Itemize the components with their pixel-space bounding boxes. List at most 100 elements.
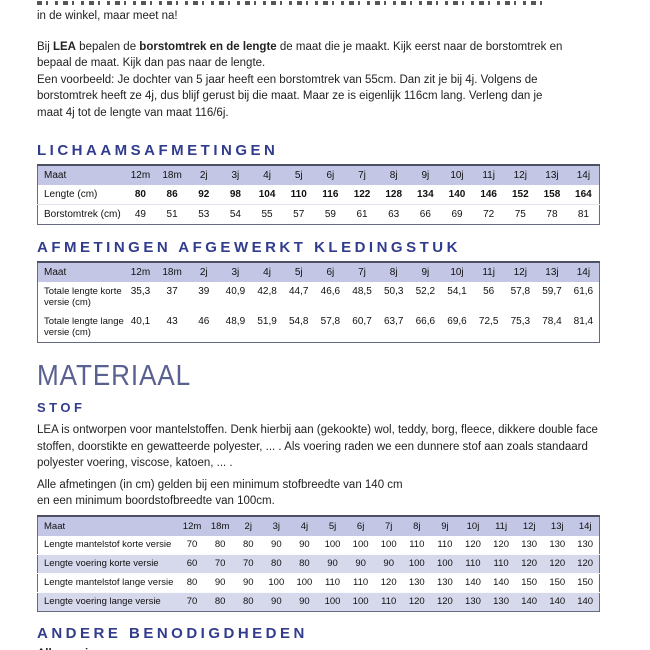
value-cell: 81,4 xyxy=(573,316,594,327)
value-cell: 128 xyxy=(385,189,403,200)
value-cell: 90 xyxy=(346,553,375,573)
value-cell: 130 xyxy=(487,591,516,611)
value-cell: 54,8 xyxy=(288,316,309,327)
column-header-size: 11j xyxy=(482,170,495,181)
value-cell: 110 xyxy=(487,553,516,573)
column-header-size: 10j xyxy=(466,520,480,532)
value-cell: 130 xyxy=(402,572,431,592)
value-cell: 164 xyxy=(575,189,592,200)
value-cell: 140 xyxy=(458,572,488,592)
value-cell: 61,6 xyxy=(573,286,594,297)
value-cell: 44,7 xyxy=(288,286,309,297)
value-cell: 90 xyxy=(262,591,291,611)
value-cell: 90 xyxy=(290,591,319,611)
value-cell: 120 xyxy=(571,553,600,573)
table-row: Lengte mantelstof lange versie 80 90 90 100 1… xyxy=(37,572,600,592)
column-header-size: 10j xyxy=(450,267,464,278)
value-cell: 56 xyxy=(483,286,495,297)
table-row: Borstomtrek (cm) 49 51 53 54 55 57 59 61 63 66 69 72… xyxy=(37,204,600,225)
text-segment: borstomtrek en de lengte xyxy=(139,40,277,53)
value-cell: 140 xyxy=(515,591,544,611)
row-label: Lengte (cm) xyxy=(44,189,98,200)
value-cell: 60,7 xyxy=(352,316,372,327)
row-label: Lengte mantelstof lange versie xyxy=(37,572,178,592)
value-cell: 48,5 xyxy=(352,286,372,297)
value-cell: 37 xyxy=(166,286,178,297)
column-header-size: 12m xyxy=(130,267,151,278)
column-header-size: 6j xyxy=(356,520,365,532)
value-cell: 150 xyxy=(515,572,544,592)
text-segment: Bij xyxy=(37,40,53,53)
column-header-size: 12j xyxy=(513,170,527,181)
stof-paragraph: LEA is ontworpen voor mantelstoffen. Den… xyxy=(37,424,598,469)
value-cell: 130 xyxy=(521,539,538,550)
value-cell: 100 xyxy=(380,539,397,550)
value-cell: 69 xyxy=(441,204,473,225)
value-cell: 66 xyxy=(409,204,442,225)
table-row: Lengte voering lange versie 70 80 80 90 90 100… xyxy=(37,591,600,611)
value-cell: 70 xyxy=(234,553,263,573)
table-row: Totale lengte korte versie (cm) 35,3 37 39 4… xyxy=(38,282,600,312)
column-header-size: 8j xyxy=(389,267,398,278)
table-row: Lengte (cm) 80 86 92 98 104 110 116 122 128 134 140… xyxy=(38,185,600,205)
section-title-stof: STOF xyxy=(37,400,86,415)
value-cell: 49 xyxy=(124,204,157,225)
column-header-size: 2j xyxy=(199,170,208,181)
value-cell: 100 xyxy=(430,553,459,573)
value-cell: 42,8 xyxy=(257,286,277,297)
table-row: Lengte voering korte versie 60 70 70 80 80 90 9… xyxy=(37,553,600,573)
column-header-size: 5j xyxy=(294,267,303,278)
value-cell: 110 xyxy=(437,539,453,550)
value-cell: 80 xyxy=(234,591,263,611)
column-header-size: 11j xyxy=(495,520,508,532)
value-cell: 80 xyxy=(178,572,207,592)
value-cell: 120 xyxy=(493,539,509,550)
row-label: Totale lengte korte versie (cm) xyxy=(44,286,122,308)
value-cell: 104 xyxy=(258,189,276,200)
value-cell: 90 xyxy=(299,539,310,550)
column-header-size: 6j xyxy=(326,170,335,181)
column-header-size: 7j xyxy=(358,267,366,278)
value-cell: 60 xyxy=(178,553,207,573)
value-cell: 116 xyxy=(322,189,339,200)
value-cell: 43 xyxy=(166,316,178,327)
row-label: Lengte voering korte versie xyxy=(37,553,178,573)
column-header-size: 13j xyxy=(545,170,559,181)
value-cell: 55 xyxy=(251,204,283,225)
value-cell: 140 xyxy=(448,189,466,200)
column-header-maat: Maat xyxy=(44,267,67,278)
column-header-size: 5j xyxy=(294,170,303,181)
value-cell: 40,9 xyxy=(225,286,246,297)
top-line: in de winkel, maar meet na! xyxy=(37,10,178,22)
value-cell: 75 xyxy=(504,204,537,225)
value-cell: 90 xyxy=(234,572,263,592)
column-header-size: 8j xyxy=(413,520,421,532)
column-header-size: 14j xyxy=(576,170,591,181)
section-title-materiaal: MATERIAAL xyxy=(37,360,192,392)
value-cell: 90 xyxy=(206,572,235,592)
value-cell: 150 xyxy=(571,572,600,592)
value-cell: 92 xyxy=(198,189,210,200)
value-cell: 120 xyxy=(543,553,572,573)
column-header-size: 8j xyxy=(389,170,398,181)
column-header-size: 5j xyxy=(328,520,337,532)
value-cell: 40,1 xyxy=(130,316,151,327)
section-title-afgewerkt-kledingstuk: AFMETINGEN AFGEWERKT KLEDINGSTUK xyxy=(37,239,461,256)
row-label: Borstomtrek (cm) xyxy=(37,204,125,225)
text-segment: LEA xyxy=(52,40,76,53)
table-header-row: Maat 12m 18m 2j 3j 4j 5j 6j 7j 8j 9j 10j 11j 12j 13j 14… xyxy=(37,262,600,282)
value-cell: 80 xyxy=(206,591,235,611)
value-cell: 46,6 xyxy=(320,286,341,297)
column-header-maat: Maat xyxy=(44,170,67,181)
value-cell: 90 xyxy=(374,553,403,573)
value-cell: 130 xyxy=(458,591,488,611)
value-cell: 70 xyxy=(186,539,198,550)
value-cell: 90 xyxy=(318,553,347,573)
value-cell: 51,9 xyxy=(257,316,277,327)
intro-paragraph: Bij LEA bepalen de borstomtrek en de len… xyxy=(37,39,600,122)
value-cell: 70 xyxy=(178,591,207,611)
value-cell: 110 xyxy=(318,572,347,592)
value-cell: 70 xyxy=(206,553,235,573)
value-cell: 57 xyxy=(282,204,315,225)
value-cell: 130 xyxy=(430,572,459,592)
